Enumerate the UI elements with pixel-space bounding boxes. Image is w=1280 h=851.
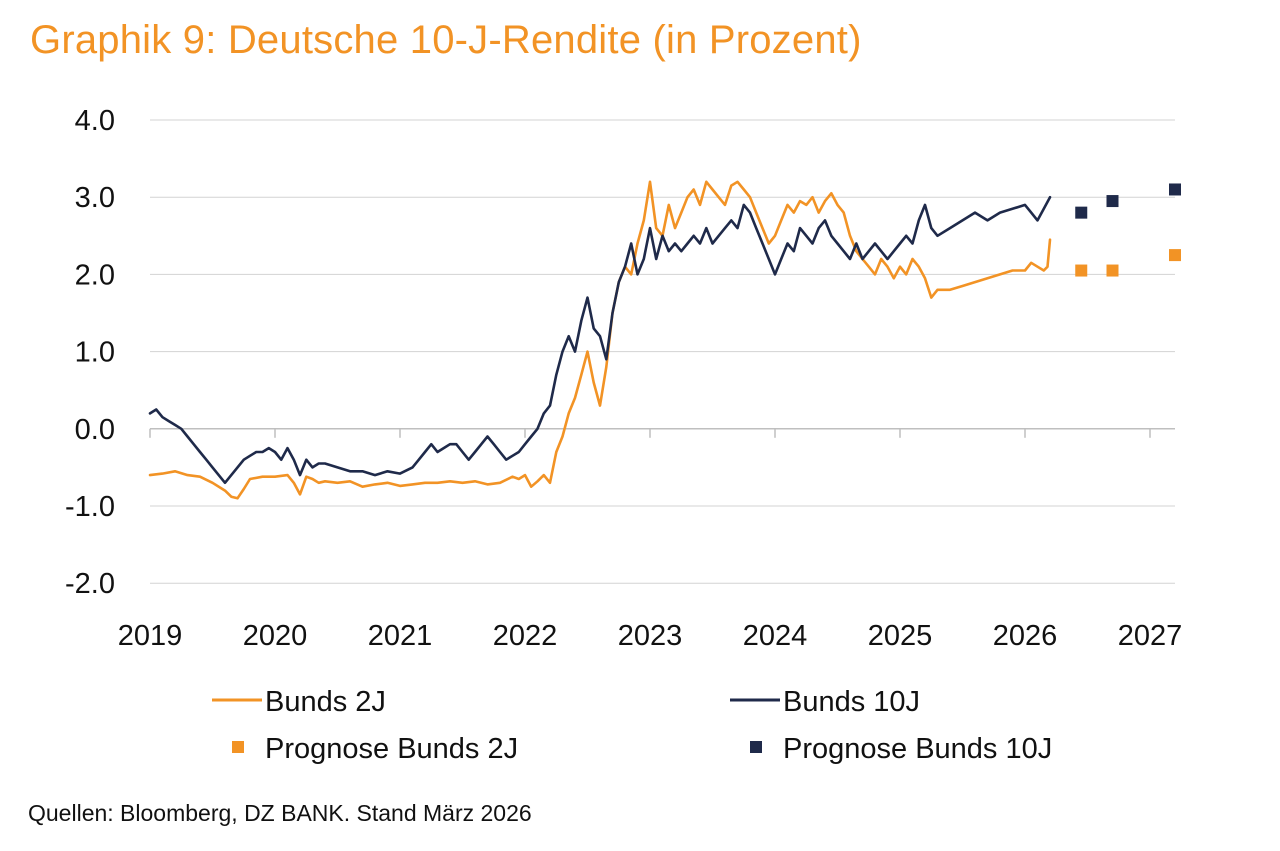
- x-tick-label: 2024: [743, 620, 808, 652]
- legend-label-prognose-bunds-10j: Prognose Bunds 10J: [783, 733, 1052, 765]
- forecast-point-prognose-bunds-2j: [1075, 264, 1088, 277]
- y-tick-label: -1.0: [65, 491, 115, 523]
- chart-title: Graphik 9: Deutsche 10-J-Rendite (in Pro…: [30, 18, 862, 62]
- legend: Bunds 2J Bunds 10J Prognose Bunds 2J Progno…: [212, 686, 1052, 765]
- legend-swatch-prognose-bunds-10j: [750, 741, 762, 753]
- x-tick-label: 2023: [618, 620, 683, 652]
- forecast-point-prognose-bunds-10j: [1106, 195, 1119, 208]
- y-tick-label: 0.0: [75, 414, 115, 446]
- y-tick-label: 2.0: [75, 259, 115, 291]
- legend-label-bunds-2j: Bunds 2J: [265, 686, 386, 718]
- y-tick-label: 3.0: [75, 182, 115, 214]
- x-tick-label: 2027: [1118, 620, 1183, 652]
- source-note: Quellen: Bloomberg, DZ BANK. Stand März …: [28, 800, 532, 826]
- forecast-point-prognose-bunds-2j: [1106, 264, 1119, 277]
- series-layer: [148, 180, 1181, 500]
- forecast-point-prognose-bunds-10j: [1169, 183, 1181, 196]
- legend-swatch-prognose-bunds-2j: [232, 741, 244, 753]
- x-tick-label: 2025: [868, 620, 933, 652]
- y-tick-label: 4.0: [75, 105, 115, 137]
- forecast-point-prognose-bunds-10j: [1075, 206, 1088, 219]
- x-tick-label: 2026: [993, 620, 1058, 652]
- forecast-point-prognose-bunds-2j: [1169, 249, 1181, 262]
- x-tick-label: 2022: [493, 620, 558, 652]
- x-tick-label: 2021: [368, 620, 433, 652]
- series-line-bunds-2j: [148, 180, 1052, 500]
- legend-label-bunds-10j: Bunds 10J: [783, 686, 920, 718]
- legend-label-prognose-bunds-2j: Prognose Bunds 2J: [265, 733, 518, 765]
- x-tick-label: 2020: [243, 620, 308, 652]
- series-line-bunds-10j: [148, 195, 1052, 485]
- y-tick-label: -2.0: [65, 568, 115, 600]
- x-tick-label: 2019: [118, 620, 183, 652]
- grid-layer: [150, 119, 1175, 584]
- y-tick-label: 1.0: [75, 337, 115, 369]
